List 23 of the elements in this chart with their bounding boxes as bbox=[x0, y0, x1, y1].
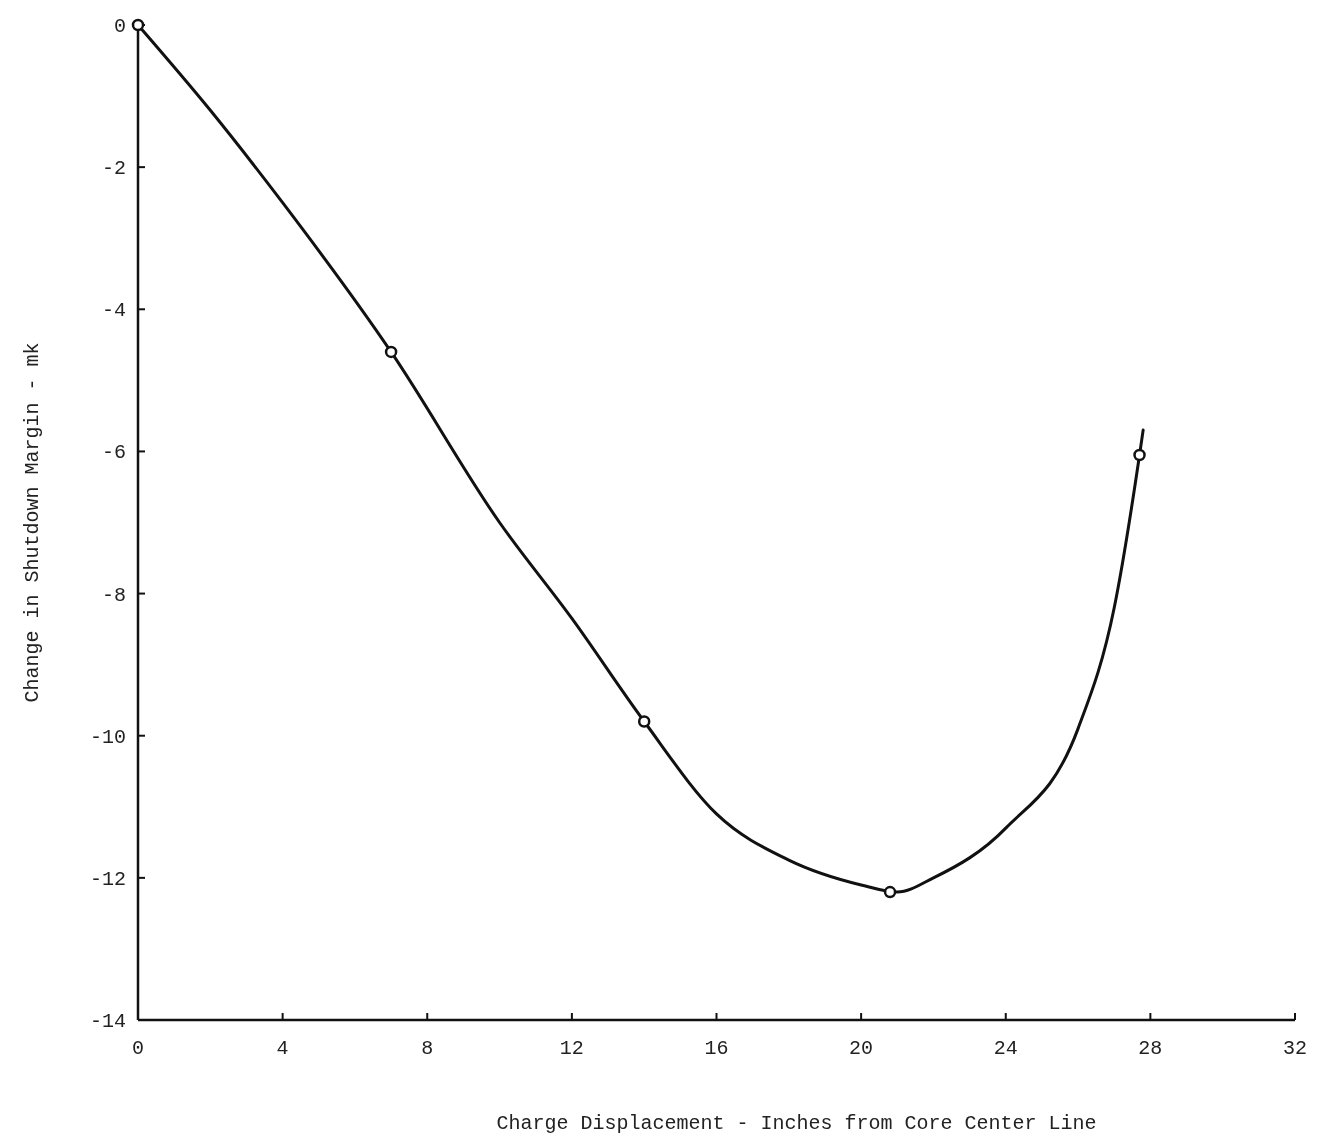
point bbox=[1133, 448, 1146, 462]
point bbox=[637, 715, 651, 728]
y-tick-label: -14 bbox=[89, 1010, 126, 1033]
y-tick-label: -8 bbox=[101, 583, 126, 607]
point bbox=[883, 885, 897, 899]
y-tick-label: -12 bbox=[89, 867, 126, 891]
y-tick-label: -10 bbox=[89, 725, 126, 749]
x-tick-label: 20 bbox=[849, 1037, 874, 1060]
x-tick-label: 24 bbox=[993, 1037, 1018, 1060]
x-tick-label: 0 bbox=[131, 1037, 145, 1060]
y-tick-label: -2 bbox=[101, 157, 126, 181]
x-tick-label: 8 bbox=[421, 1037, 434, 1060]
y-tick-label: 0 bbox=[113, 15, 126, 38]
x-tick-label: 32 bbox=[1282, 1037, 1308, 1060]
point bbox=[384, 345, 398, 359]
x-tick-label: 12 bbox=[559, 1037, 584, 1060]
x-tick-label: 28 bbox=[1138, 1037, 1163, 1060]
y-axis-title: Change in Shutdown Margin - mk bbox=[21, 342, 44, 703]
x-axis-title: Charge Displacement - Inches from Core Center Line bbox=[496, 1112, 1097, 1133]
y-tick-label: -4 bbox=[101, 299, 126, 323]
y-tick-label: -6 bbox=[101, 441, 126, 465]
x-tick-label: 4 bbox=[276, 1037, 289, 1060]
x-tick-label: 16 bbox=[704, 1037, 729, 1060]
